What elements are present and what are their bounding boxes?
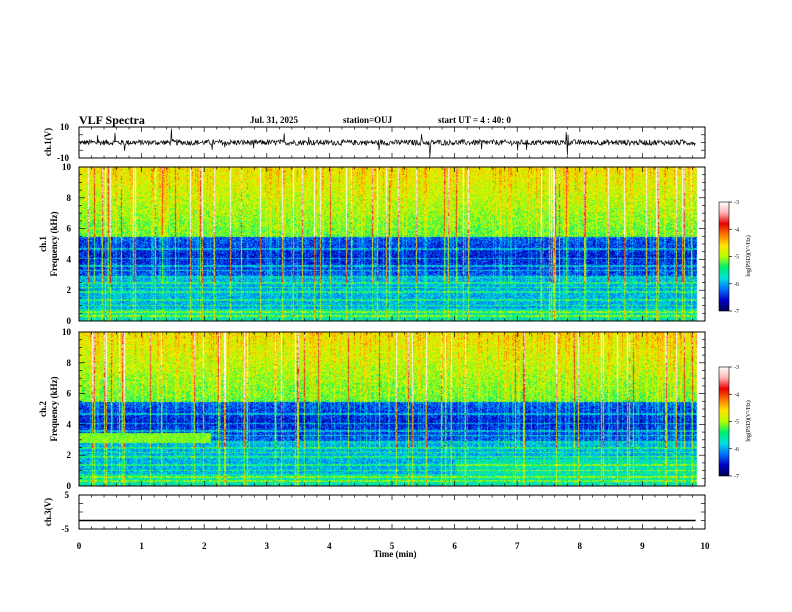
ch2-spectrogram-ylabel: Frequency (kHz) — [49, 376, 59, 441]
ch3-wave-y-tick-label-5: 5 — [65, 490, 70, 500]
ch3-waveform-ylabel: ch.3(V) — [43, 498, 53, 526]
ch2-colorbar-scale — [718, 366, 730, 477]
ch2-y-tick-label-8: 8 — [67, 358, 72, 368]
ch2-y-tick-label-2: 2 — [67, 450, 72, 460]
ch1-colorbar-tick-label--5: -5 — [734, 255, 739, 261]
ch2-colorbar-tick-label--4: -4 — [734, 392, 739, 398]
ch2-colorbar: log(PSD)(V²/Hz) — [718, 366, 752, 477]
ch1-colorbar-title: log(PSD)(V²/Hz) — [745, 235, 752, 276]
chart-title: VLF Spectra — [79, 113, 145, 127]
ch1-spectrogram-channel-label: ch.1 — [38, 236, 48, 252]
ch1-spectrogram-image — [79, 167, 705, 321]
ch2-colorbar-tick-label--7: -7 — [734, 474, 739, 480]
start-ut-label: start UT = 4 : 40: 0 — [438, 115, 511, 125]
ch2-y-tick-label-4: 4 — [67, 419, 72, 429]
ch3-waveform-frame — [78, 494, 706, 530]
ch1-spectrogram-ylabel: Frequency (kHz) — [49, 211, 59, 276]
axis-tick-labels: 0 1 2 3 4 5 6 7 8 9 100246810024681010-105-5-3-4-5… — [57, 122, 739, 551]
ch1-colorbar-tick-label--4: -4 — [734, 227, 739, 233]
ch1-y-tick-label-4: 4 — [67, 254, 72, 264]
ch1-y-tick-label-2: 2 — [67, 285, 72, 295]
x-tick-label-0: 0 — [77, 541, 82, 551]
ch1-colorbar-tick-label--6: -6 — [734, 282, 739, 288]
station-label: station=OUJ — [343, 115, 393, 125]
ch1-colorbar-tick-label--3: -3 — [734, 200, 739, 206]
ch1-wave-y-tick-label--10: -10 — [57, 153, 69, 163]
x-tick-label-9: 9 — [640, 541, 645, 551]
ch3-waveform-panel — [78, 494, 706, 530]
ch2-colorbar-tick-label--5: -5 — [734, 420, 739, 426]
ch1-waveform-trace — [78, 128, 696, 157]
ch1-y-tick-label-6: 6 — [67, 224, 72, 234]
ch2-spectrogram-holder — [79, 332, 705, 486]
x-tick-label-2: 2 — [202, 541, 207, 551]
ch1-spectrogram-holder — [79, 167, 705, 321]
ch2-spectrogram-image — [79, 332, 705, 486]
ch2-y-tick-label-6: 6 — [67, 389, 72, 399]
ch1-waveform-ylabel: ch.1(V) — [43, 128, 53, 156]
ch2-y-tick-label-10: 10 — [62, 327, 72, 337]
ch2-colorbar-tick-label--3: -3 — [734, 365, 739, 371]
x-tick-label-7: 7 — [515, 541, 520, 551]
ch1-y-tick-label-8: 8 — [67, 193, 72, 203]
x-tick-label-3: 3 — [265, 541, 270, 551]
x-tick-label-8: 8 — [578, 541, 583, 551]
ch2-y-tick-label-0: 0 — [67, 481, 72, 491]
ch2-spectrogram-channel-label: ch.2 — [38, 401, 48, 417]
ch1-spectrogram-panel — [78, 166, 706, 322]
x-tick-label-10: 10 — [701, 541, 711, 551]
x-tick-label-5: 5 — [390, 541, 395, 551]
ch1-colorbar-scale — [718, 201, 730, 312]
ch1-wave-y-tick-label-10: 10 — [60, 122, 70, 132]
ch1-y-tick-label-0: 0 — [67, 316, 72, 326]
ch1-y-tick-label-10: 10 — [62, 162, 72, 172]
ch1-colorbar-tick-label--7: -7 — [734, 309, 739, 315]
x-tick-label-1: 1 — [139, 541, 144, 551]
ch2-colorbar-title: log(PSD)(V²/Hz) — [745, 400, 752, 441]
x-tick-label-4: 4 — [327, 541, 332, 551]
x-tick-label-6: 6 — [452, 541, 457, 551]
axis-ticks — [78, 126, 732, 530]
ch3-wave-y-tick-label--5: -5 — [62, 524, 70, 534]
x-axis-label: Time (min) — [373, 549, 416, 559]
date-label: Jul. 31, 2025 — [250, 115, 299, 125]
ch2-colorbar-tick-label--6: -6 — [734, 447, 739, 453]
ch1-colorbar: log(PSD)(V²/Hz) — [718, 201, 752, 312]
ch2-spectrogram-panel — [78, 331, 706, 487]
